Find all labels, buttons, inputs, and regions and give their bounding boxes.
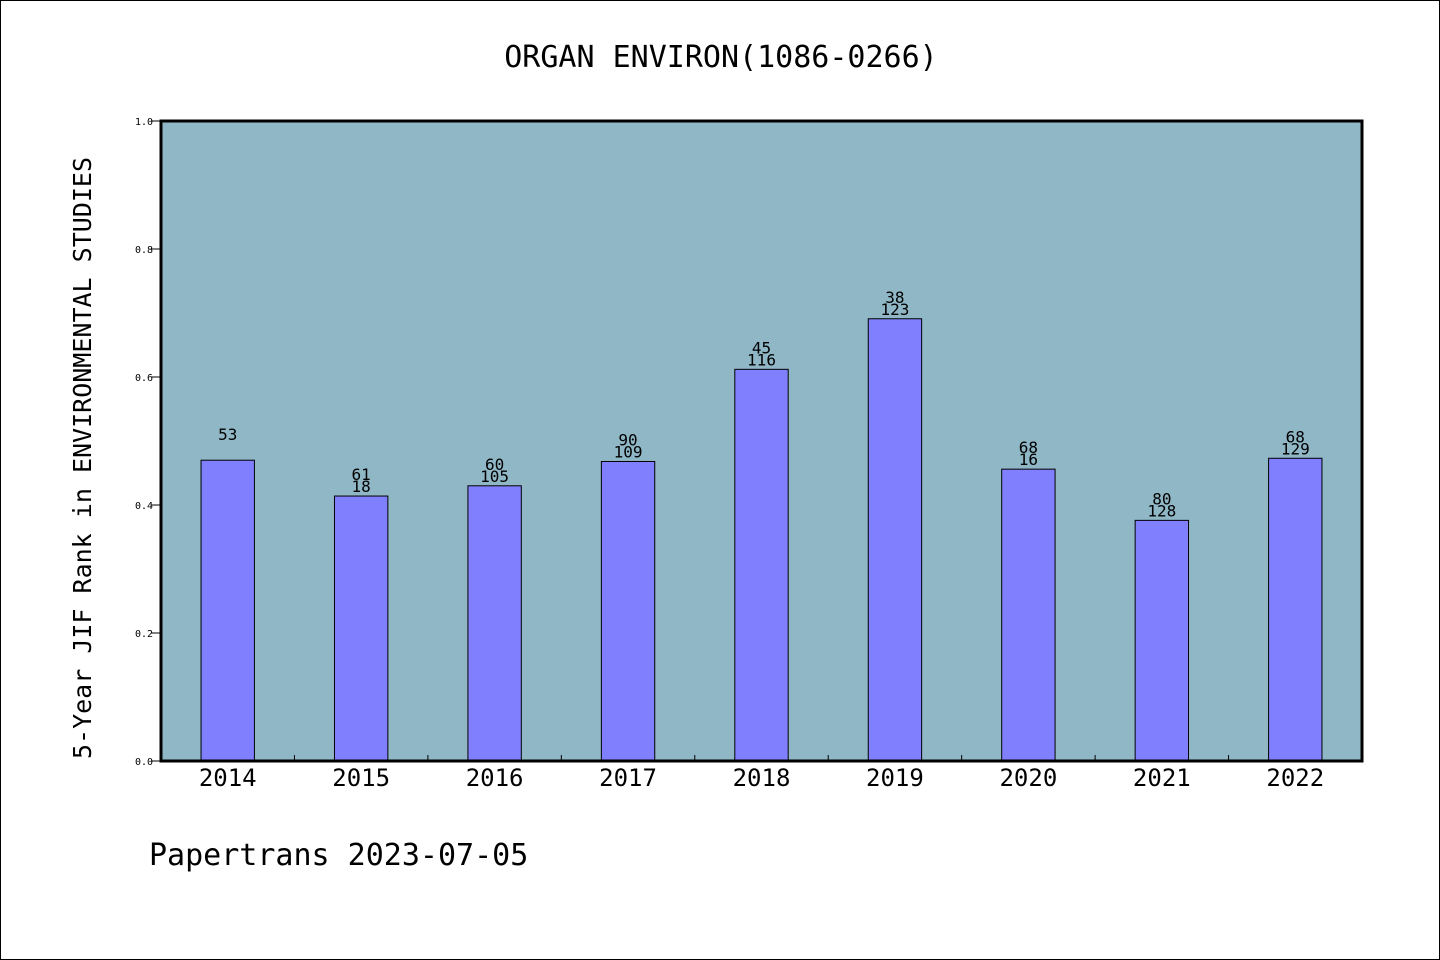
bar [467, 485, 522, 762]
data-label-rank: 45 [752, 338, 771, 357]
bar [1268, 457, 1323, 762]
plot-frame [159, 119, 1364, 763]
x-tick-label: 2019 [866, 764, 924, 792]
data-label-rank: 80 [1152, 489, 1171, 508]
data-label-rank: 90 [618, 430, 637, 449]
y-axis-label: 5-Year JIF Rank in ENVIRONMENTAL STUDIES [68, 157, 97, 759]
y-tick-label: 1.0 [135, 117, 153, 128]
bar [1001, 468, 1056, 762]
data-label-total: 123 [880, 300, 909, 319]
x-tick-label: 2017 [599, 764, 657, 792]
x-tick-label: 2022 [1266, 764, 1324, 792]
bar [1134, 519, 1190, 762]
x-axis-ticks: 2014 2015 2016 2017 2018 2019 2020 2021 2022 [199, 755, 1324, 792]
x-tick-label: 2018 [733, 764, 791, 792]
data-label-total: 128 [1147, 501, 1176, 520]
x-tick-label: 2021 [1133, 764, 1191, 792]
y-tick-label: 0.2 [135, 629, 153, 640]
x-tick-label: 2014 [199, 764, 257, 792]
y-axis-ticks: 0.0 0.2 0.4 0.6 0.8 1.0 [135, 117, 161, 768]
y-tick-label: 0.6 [135, 373, 153, 384]
bar [867, 318, 923, 762]
bar [333, 495, 389, 762]
x-tick-label: 2020 [999, 764, 1057, 792]
data-label-total: 116 [747, 350, 776, 369]
bar [600, 460, 656, 762]
data-label-rank: 61 [352, 465, 371, 484]
data-label-rank: 38 [885, 288, 904, 307]
x-tick-label: 2016 [466, 764, 524, 792]
bars [200, 318, 1323, 762]
data-label-rank: 53 [218, 425, 237, 444]
x-tick-label: 2015 [332, 764, 390, 792]
chart-title: ORGAN ENVIRON(1086-0266) [504, 40, 937, 75]
data-label-total: 129 [1281, 439, 1310, 458]
bar [200, 459, 255, 762]
y-tick-label: 0.8 [135, 245, 153, 256]
y-tick-label: 0.4 [135, 501, 153, 512]
data-label-rank: 68 [1019, 438, 1038, 457]
data-label-rank: 68 [1286, 427, 1305, 446]
data-label-total: 105 [480, 467, 509, 486]
data-label-rank: 60 [485, 455, 504, 474]
footer-text: Papertrans 2023-07-05 [149, 838, 528, 873]
data-label-total: 18 [352, 477, 371, 496]
y-tick-label: 0.0 [135, 757, 153, 768]
bar [734, 368, 789, 762]
data-label-total: 109 [614, 442, 643, 461]
data-label-total: 16 [1019, 450, 1038, 469]
